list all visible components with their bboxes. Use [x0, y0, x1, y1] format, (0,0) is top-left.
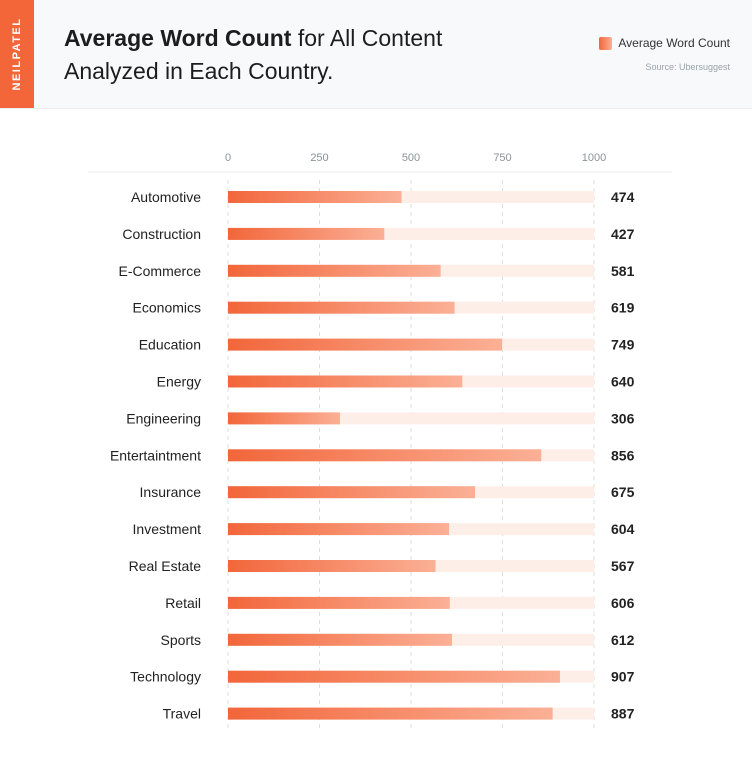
- value-label: 606: [611, 595, 635, 611]
- category-label: E-Commerce: [119, 263, 202, 279]
- x-tick-label: 0: [225, 152, 231, 164]
- value-label: 675: [611, 484, 635, 500]
- legend-swatch: [599, 36, 613, 50]
- bar: [228, 412, 340, 425]
- value-label: 567: [611, 558, 635, 574]
- bar: [228, 191, 402, 203]
- value-label: 612: [611, 632, 635, 648]
- value-label: 907: [611, 669, 635, 685]
- category-label: Economics: [133, 300, 201, 316]
- value-label: 306: [611, 410, 635, 426]
- category-label: Investment: [133, 521, 202, 537]
- bar-chart: 0 250 500 750 1000 Automotive 474 Construction 4…: [88, 152, 672, 728]
- x-tick-label: 750: [493, 152, 511, 164]
- bar: [228, 560, 436, 572]
- bar: [228, 596, 450, 609]
- value-label: 604: [611, 521, 635, 537]
- category-label: Technology: [130, 669, 201, 685]
- value-label: 887: [611, 706, 635, 722]
- category-label: Sports: [161, 632, 201, 648]
- legend: Average Word Count: [599, 36, 730, 50]
- category-label: Real Estate: [129, 558, 202, 574]
- category-label: Education: [139, 337, 201, 353]
- x-tick-label: 500: [402, 152, 420, 164]
- brand-logo: NEILPATEL: [11, 17, 23, 91]
- bar: [228, 670, 560, 683]
- bar: [228, 264, 441, 277]
- bar: [228, 301, 455, 314]
- bar: [228, 227, 385, 240]
- bar: [228, 449, 542, 462]
- category-label: Insurance: [140, 484, 202, 500]
- value-label: 619: [611, 300, 635, 316]
- value-label: 427: [611, 226, 635, 242]
- category-label: Entertaintment: [110, 447, 201, 463]
- bar: [228, 523, 450, 536]
- category-label: Construction: [122, 226, 201, 242]
- x-tick-label: 250: [310, 152, 328, 164]
- chart-title: Average Word Count for All Content Analy…: [64, 22, 494, 88]
- x-tick-label: 1000: [582, 152, 606, 164]
- bar: [228, 375, 463, 388]
- bar: [228, 633, 452, 646]
- category-label: Energy: [157, 374, 201, 390]
- bar: [228, 338, 503, 351]
- chart-header: NEILPATEL Average Word Count for All Con…: [0, 0, 752, 109]
- category-label: Engineering: [126, 410, 201, 426]
- source-note: Source: Ubersuggest: [645, 62, 730, 72]
- chart-title-bold: Average Word Count: [64, 25, 292, 51]
- value-label: 749: [611, 337, 635, 353]
- category-label: Automotive: [131, 189, 201, 205]
- value-label: 474: [611, 189, 635, 205]
- value-label: 856: [611, 447, 635, 463]
- bar: [228, 486, 476, 499]
- value-label: 581: [611, 263, 635, 279]
- category-label: Retail: [165, 595, 201, 611]
- category-label: Travel: [163, 706, 201, 722]
- brand-tab: NEILPATEL: [0, 0, 34, 108]
- legend-label: Average Word Count: [618, 36, 730, 50]
- value-label: 640: [611, 374, 635, 390]
- chart-title-rest: for All Content Analyzed in Each Country…: [64, 25, 443, 84]
- bar: [228, 707, 553, 720]
